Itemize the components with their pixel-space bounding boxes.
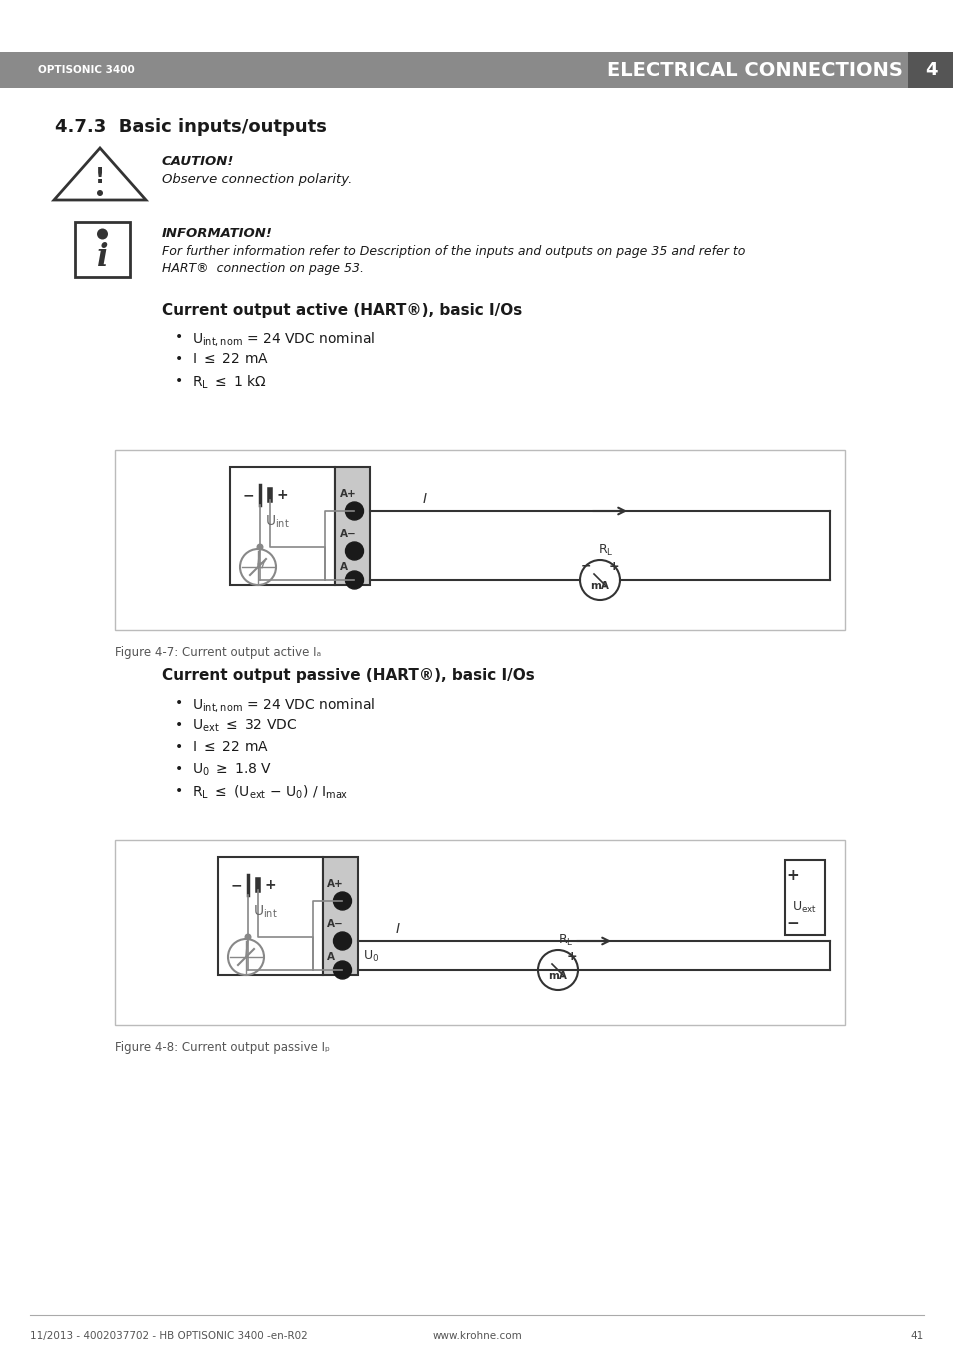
Text: i: i [96, 242, 109, 273]
Bar [907, 51, 953, 88]
Text: R$_{\mathregular{L}}$: R$_{\mathregular{L}}$ [598, 543, 613, 558]
Bar [230, 467, 335, 585]
Circle shape [228, 939, 264, 975]
Text: mA: mA [590, 581, 609, 590]
Text: U$_{\mathregular{0}}$ $\geq$ 1.8 V: U$_{\mathregular{0}}$ $\geq$ 1.8 V [192, 762, 272, 778]
Circle shape [240, 549, 275, 585]
Text: 4.7.3  Basic inputs/outputs: 4.7.3 Basic inputs/outputs [55, 118, 327, 136]
Text: •: • [174, 740, 183, 754]
Text: •: • [174, 717, 183, 732]
Bar [115, 450, 844, 630]
Bar [784, 861, 824, 935]
Text: mA: mA [548, 971, 567, 981]
Bar [0, 51, 953, 88]
Bar [115, 840, 844, 1025]
Text: 11/2013 - 4002037702 - HB OPTISONIC 3400 -en-R02: 11/2013 - 4002037702 - HB OPTISONIC 3400… [30, 1331, 308, 1342]
Circle shape [334, 932, 351, 950]
Text: +: + [608, 559, 618, 573]
Text: A: A [327, 952, 335, 962]
Text: •: • [174, 330, 183, 345]
Circle shape [345, 571, 363, 589]
Circle shape [97, 228, 108, 239]
Text: Observe connection polarity.: Observe connection polarity. [162, 173, 352, 186]
Text: R$_{\mathregular{L}}$ $\leq$ (U$_{\mathregular{ext}}$ $-$ U$_{\mathregular{0}}$): R$_{\mathregular{L}}$ $\leq$ (U$_{\mathr… [192, 784, 348, 801]
Text: −: − [580, 559, 591, 573]
Text: I: I [395, 921, 399, 936]
Circle shape [97, 190, 103, 196]
Text: I $\leq$ 22 mA: I $\leq$ 22 mA [192, 353, 269, 366]
Circle shape [345, 542, 363, 561]
Text: A−: A− [339, 530, 356, 539]
Text: U$_{\mathregular{int}}$: U$_{\mathregular{int}}$ [253, 904, 277, 920]
Text: •: • [174, 784, 183, 798]
Circle shape [334, 961, 351, 979]
Text: A+: A+ [339, 489, 356, 499]
Text: •: • [174, 696, 183, 711]
Text: R$_{\mathregular{L}}$: R$_{\mathregular{L}}$ [558, 932, 573, 947]
Text: •: • [174, 374, 183, 388]
Text: −: − [242, 488, 253, 503]
Circle shape [256, 543, 263, 550]
Text: +: + [786, 867, 799, 882]
Text: U$_{\mathregular{int, nom}}$ = 24 VDC nominal: U$_{\mathregular{int, nom}}$ = 24 VDC no… [192, 330, 375, 349]
Text: U$_{\mathregular{0}}$: U$_{\mathregular{0}}$ [363, 948, 379, 963]
Text: −: − [230, 878, 241, 892]
Text: U$_{\mathregular{ext}}$ $\leq$ 32 VDC: U$_{\mathregular{ext}}$ $\leq$ 32 VDC [192, 717, 297, 735]
Text: U$_{\mathregular{int}}$: U$_{\mathregular{int}}$ [265, 513, 290, 530]
Text: R$_{\mathregular{L}}$ $\leq$ 1 k$\Omega$: R$_{\mathregular{L}}$ $\leq$ 1 k$\Omega$ [192, 374, 267, 392]
Text: +: + [276, 488, 288, 503]
Text: ELECTRICAL CONNECTIONS: ELECTRICAL CONNECTIONS [606, 61, 902, 80]
Text: I $\leq$ 22 mA: I $\leq$ 22 mA [192, 740, 269, 754]
Circle shape [579, 561, 619, 600]
Text: A: A [339, 562, 348, 571]
Text: Figure 4-8: Current output passive Iₚ: Figure 4-8: Current output passive Iₚ [115, 1042, 330, 1054]
Text: Figure 4-7: Current output active Iₐ: Figure 4-7: Current output active Iₐ [115, 646, 321, 659]
Circle shape [334, 892, 351, 911]
Circle shape [345, 503, 363, 520]
Text: I: I [422, 492, 427, 507]
Text: HART®  connection on page 53.: HART® connection on page 53. [162, 262, 364, 276]
Bar [335, 467, 370, 585]
Text: www.krohne.com: www.krohne.com [432, 1331, 521, 1342]
Circle shape [244, 934, 252, 940]
Text: A−: A− [327, 919, 343, 929]
Bar [218, 857, 323, 975]
Text: Current output active (HART®), basic I/Os: Current output active (HART®), basic I/O… [162, 303, 521, 317]
Text: !: ! [95, 166, 105, 186]
Circle shape [537, 950, 578, 990]
Text: INFORMATION!: INFORMATION! [162, 227, 273, 240]
Bar [75, 222, 130, 277]
Text: U$_{\mathregular{int, nom}}$ = 24 VDC nominal: U$_{\mathregular{int, nom}}$ = 24 VDC no… [192, 696, 375, 713]
Text: OPTISONIC 3400: OPTISONIC 3400 [38, 65, 134, 76]
Text: 41: 41 [910, 1331, 923, 1342]
Text: A+: A+ [327, 880, 343, 889]
Text: −: − [786, 916, 799, 931]
Text: Current output passive (HART®), basic I/Os: Current output passive (HART®), basic I/… [162, 667, 535, 684]
Text: •: • [174, 353, 183, 366]
Text: 4: 4 [923, 61, 936, 78]
Text: +: + [566, 950, 577, 962]
Text: U$_{\mathregular{ext}}$: U$_{\mathregular{ext}}$ [792, 900, 817, 915]
Text: •: • [174, 762, 183, 775]
Bar [323, 857, 357, 975]
Text: +: + [264, 878, 275, 892]
Text: CAUTION!: CAUTION! [162, 155, 234, 168]
Text: For further information refer to Description of the inputs and outputs on page 3: For further information refer to Descrip… [162, 245, 744, 258]
